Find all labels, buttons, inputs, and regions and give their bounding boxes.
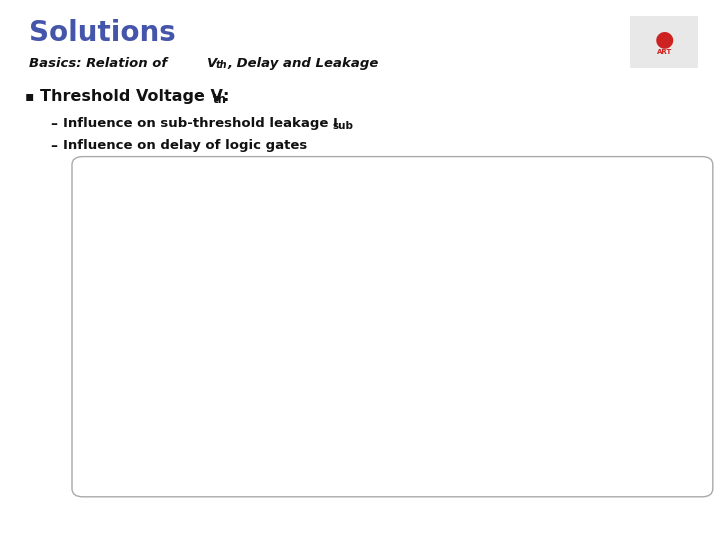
FancyBboxPatch shape: [628, 15, 701, 69]
Text: ●: ●: [654, 29, 674, 49]
Title: Inverter (BPTM 65 nm): Inverter (BPTM 65 nm): [290, 172, 441, 185]
Text: $\it{I}_{sub}$: $\it{I}_{sub}$: [234, 230, 261, 250]
Text: ART: ART: [657, 49, 672, 55]
Y-axis label: Leakage - $I_{sub}$ [nA]: Leakage - $I_{sub}$ [nA]: [85, 257, 102, 377]
Text: Threshold Voltage V: Threshold Voltage V: [40, 89, 222, 104]
Text: Influence on delay of logic gates: Influence on delay of logic gates: [63, 139, 307, 152]
Text: sub: sub: [333, 121, 354, 131]
Text: th: th: [212, 93, 226, 106]
Text: Sill Torres: Microelectronics: Sill Torres: Microelectronics: [14, 513, 199, 526]
Text: 48: 48: [684, 512, 706, 527]
Text: :: :: [222, 89, 228, 104]
Text: th: th: [216, 60, 228, 71]
X-axis label: Threshold Voltage $\mathregular{V_{th_{NMOS}}}$ [V]: Threshold Voltage $\mathregular{V_{th_{N…: [265, 475, 466, 492]
Text: Influence on sub-threshold leakage I: Influence on sub-threshold leakage I: [63, 117, 338, 130]
Text: Basics: Relation of: Basics: Relation of: [29, 57, 171, 70]
Text: Solutions: Solutions: [29, 19, 176, 47]
Text: Delay: Delay: [395, 292, 459, 338]
Text: –: –: [50, 117, 58, 131]
Y-axis label: Dealy [ps]: Dealy [ps]: [632, 284, 645, 351]
Text: , Delay and Leakage: , Delay and Leakage: [228, 57, 379, 70]
Text: ▪: ▪: [25, 89, 35, 103]
Text: V: V: [207, 57, 217, 70]
Text: –: –: [50, 139, 58, 153]
